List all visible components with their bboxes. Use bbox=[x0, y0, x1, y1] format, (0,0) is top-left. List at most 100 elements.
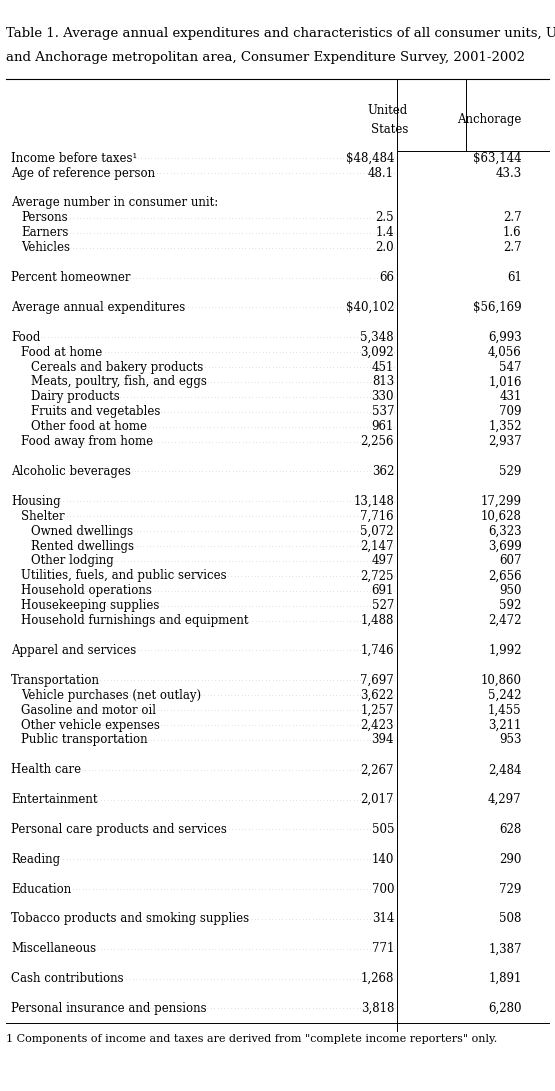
Text: 527: 527 bbox=[372, 599, 394, 612]
Text: 3,092: 3,092 bbox=[360, 346, 394, 359]
Text: $63,144: $63,144 bbox=[473, 152, 522, 165]
Text: 2,656: 2,656 bbox=[488, 570, 522, 583]
Text: 700: 700 bbox=[371, 883, 394, 896]
Text: Table 1. Average annual expenditures and characteristics of all consumer units, : Table 1. Average annual expenditures and… bbox=[6, 27, 555, 40]
Text: 2,256: 2,256 bbox=[361, 435, 394, 448]
Text: 17,299: 17,299 bbox=[481, 495, 522, 507]
Text: Cash contributions: Cash contributions bbox=[11, 972, 124, 985]
Text: Household operations: Household operations bbox=[21, 585, 152, 597]
Text: 1,268: 1,268 bbox=[361, 972, 394, 985]
Text: 505: 505 bbox=[371, 823, 394, 836]
Text: 6,323: 6,323 bbox=[488, 525, 522, 538]
Text: 709: 709 bbox=[499, 405, 522, 418]
Text: 48.1: 48.1 bbox=[368, 167, 394, 180]
Text: 2,725: 2,725 bbox=[361, 570, 394, 583]
Text: 4,297: 4,297 bbox=[488, 793, 522, 806]
Text: 2.7: 2.7 bbox=[503, 241, 522, 254]
Text: 729: 729 bbox=[500, 883, 522, 896]
Text: 3,699: 3,699 bbox=[488, 540, 522, 552]
Text: Food away from home: Food away from home bbox=[21, 435, 153, 448]
Text: 950: 950 bbox=[499, 585, 522, 597]
Text: 6,280: 6,280 bbox=[488, 1002, 522, 1015]
Text: 592: 592 bbox=[500, 599, 522, 612]
Text: 607: 607 bbox=[499, 554, 522, 567]
Text: 2,267: 2,267 bbox=[361, 764, 394, 777]
Text: Shelter: Shelter bbox=[21, 509, 65, 523]
Text: Income before taxes¹: Income before taxes¹ bbox=[11, 152, 137, 165]
Text: 1,488: 1,488 bbox=[361, 614, 394, 627]
Text: 140: 140 bbox=[372, 853, 394, 866]
Text: 529: 529 bbox=[500, 465, 522, 478]
Text: Vehicles: Vehicles bbox=[21, 241, 70, 254]
Text: 1,992: 1,992 bbox=[488, 644, 522, 657]
Text: Miscellaneous: Miscellaneous bbox=[11, 943, 96, 956]
Text: $56,169: $56,169 bbox=[473, 301, 522, 314]
Text: 961: 961 bbox=[372, 420, 394, 433]
Text: 1,455: 1,455 bbox=[488, 704, 522, 717]
Text: Health care: Health care bbox=[11, 764, 81, 777]
Text: 3,211: 3,211 bbox=[488, 719, 522, 732]
Text: 394: 394 bbox=[371, 733, 394, 746]
Text: 3,622: 3,622 bbox=[361, 688, 394, 702]
Text: 953: 953 bbox=[499, 733, 522, 746]
Text: United: United bbox=[367, 104, 408, 117]
Text: Tobacco products and smoking supplies: Tobacco products and smoking supplies bbox=[11, 912, 249, 925]
Text: 10,628: 10,628 bbox=[481, 509, 522, 523]
Text: 66: 66 bbox=[379, 271, 394, 284]
Text: and Anchorage metropolitan area, Consumer Expenditure Survey, 2001-2002: and Anchorage metropolitan area, Consume… bbox=[6, 51, 524, 64]
Text: Average number in consumer unit:: Average number in consumer unit: bbox=[11, 196, 218, 209]
Text: 547: 547 bbox=[499, 360, 522, 373]
Text: 7,697: 7,697 bbox=[360, 674, 394, 686]
Text: Household furnishings and equipment: Household furnishings and equipment bbox=[21, 614, 249, 627]
Text: 7,716: 7,716 bbox=[360, 509, 394, 523]
Text: Dairy products: Dairy products bbox=[31, 391, 120, 404]
Text: 1 Components of income and taxes are derived from "complete income reporters" on: 1 Components of income and taxes are der… bbox=[6, 1034, 497, 1044]
Text: 2.0: 2.0 bbox=[375, 241, 394, 254]
Text: 1.4: 1.4 bbox=[375, 226, 394, 239]
Text: 2,484: 2,484 bbox=[488, 764, 522, 777]
Text: 43.3: 43.3 bbox=[496, 167, 522, 180]
Text: Food: Food bbox=[11, 331, 41, 344]
Text: Meats, poultry, fish, and eggs: Meats, poultry, fish, and eggs bbox=[31, 375, 207, 388]
Text: 10,860: 10,860 bbox=[481, 674, 522, 686]
Text: Owned dwellings: Owned dwellings bbox=[31, 525, 133, 538]
Text: 2,937: 2,937 bbox=[488, 435, 522, 448]
Text: Average annual expenditures: Average annual expenditures bbox=[11, 301, 185, 314]
Text: 431: 431 bbox=[500, 391, 522, 404]
Text: 628: 628 bbox=[500, 823, 522, 836]
Text: Vehicle purchases (net outlay): Vehicle purchases (net outlay) bbox=[21, 688, 201, 702]
Text: 2,147: 2,147 bbox=[361, 540, 394, 552]
Text: Apparel and services: Apparel and services bbox=[11, 644, 137, 657]
Text: 290: 290 bbox=[500, 853, 522, 866]
Text: 330: 330 bbox=[371, 391, 394, 404]
Text: Other food at home: Other food at home bbox=[31, 420, 147, 433]
Text: 314: 314 bbox=[372, 912, 394, 925]
Text: Cereals and bakery products: Cereals and bakery products bbox=[31, 360, 203, 373]
Text: Other vehicle expenses: Other vehicle expenses bbox=[21, 719, 160, 732]
Text: Utilities, fuels, and public services: Utilities, fuels, and public services bbox=[21, 570, 226, 583]
Text: 5,348: 5,348 bbox=[360, 331, 394, 344]
Text: 362: 362 bbox=[372, 465, 394, 478]
Text: 1,746: 1,746 bbox=[360, 644, 394, 657]
Text: 4,056: 4,056 bbox=[488, 346, 522, 359]
Text: 1,352: 1,352 bbox=[488, 420, 522, 433]
Text: Rented dwellings: Rented dwellings bbox=[31, 540, 134, 552]
Text: Transportation: Transportation bbox=[11, 674, 100, 686]
Text: 5,072: 5,072 bbox=[360, 525, 394, 538]
Text: Entertainment: Entertainment bbox=[11, 793, 98, 806]
Text: $48,484: $48,484 bbox=[346, 152, 394, 165]
Text: Other lodging: Other lodging bbox=[31, 554, 114, 567]
Text: Food at home: Food at home bbox=[21, 346, 102, 359]
Text: 2.5: 2.5 bbox=[375, 212, 394, 225]
Text: 1,891: 1,891 bbox=[488, 972, 522, 985]
Text: Public transportation: Public transportation bbox=[21, 733, 148, 746]
Text: 508: 508 bbox=[500, 912, 522, 925]
Text: 3,818: 3,818 bbox=[361, 1002, 394, 1015]
Text: Personal insurance and pensions: Personal insurance and pensions bbox=[11, 1002, 206, 1015]
Text: Housekeeping supplies: Housekeeping supplies bbox=[21, 599, 159, 612]
Text: 771: 771 bbox=[372, 943, 394, 956]
Text: Housing: Housing bbox=[11, 495, 60, 507]
Text: $40,102: $40,102 bbox=[346, 301, 394, 314]
Text: Earners: Earners bbox=[21, 226, 68, 239]
Text: 1,016: 1,016 bbox=[488, 375, 522, 388]
